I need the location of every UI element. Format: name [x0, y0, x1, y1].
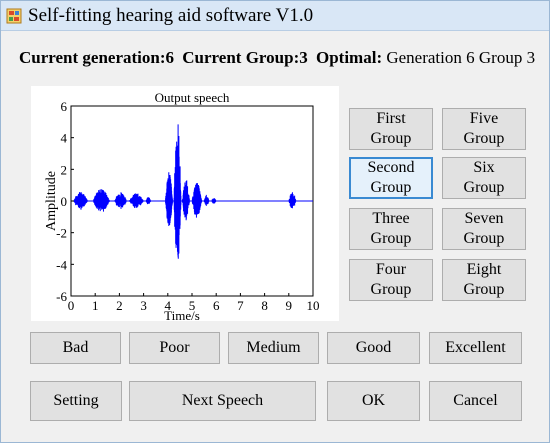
y-tick-label: 2: [61, 162, 68, 177]
rating-excellent-button[interactable]: Excellent: [429, 332, 522, 364]
cancel-button[interactable]: Cancel: [429, 381, 522, 421]
x-tick-label: 10: [307, 298, 320, 313]
y-tick-label: -4: [56, 257, 67, 272]
window-title: Self-fitting hearing aid software V1.0: [28, 5, 314, 26]
app-icon: [6, 8, 22, 24]
eight-group-button[interactable]: Eight Group: [442, 259, 526, 301]
x-axis-label: Time/s: [164, 308, 200, 321]
seven-group-line2: Group: [463, 230, 505, 247]
y-tick-label: -6: [56, 289, 67, 304]
five-group-button[interactable]: Five Group: [442, 108, 526, 150]
x-tick-label: 7: [237, 298, 244, 313]
five-group-line1: Five: [469, 110, 499, 127]
y-tick-label: 4: [61, 131, 68, 146]
rating-poor-button[interactable]: Poor: [129, 332, 220, 364]
waveform-burst: [191, 183, 202, 218]
waveform-burst: [145, 197, 152, 205]
y-tick-label: 0: [61, 194, 68, 209]
rating-medium-button[interactable]: Medium: [228, 332, 319, 364]
five-group-line2: Group: [463, 130, 505, 147]
x-tick-label: 0: [68, 298, 75, 313]
eight-group-line2: Group: [463, 281, 505, 298]
x-tick-label: 2: [116, 298, 123, 313]
six-group-line1: Six: [473, 159, 495, 176]
seven-group-line1: Seven: [464, 210, 504, 227]
waveform-burst: [211, 198, 217, 204]
waveform-burst: [92, 189, 111, 212]
second-group-button[interactable]: Second Group: [349, 157, 433, 199]
next-speech-button[interactable]: Next Speech: [129, 381, 316, 421]
waveform-burst: [128, 193, 144, 208]
three-group-line2: Group: [370, 230, 412, 247]
four-group-line2: Group: [370, 281, 412, 298]
current-generation-label: Current generation:: [19, 48, 166, 67]
four-group-line1: Four: [375, 261, 407, 278]
six-group-line2: Group: [463, 179, 505, 196]
second-group-line1: Second: [367, 159, 415, 176]
waveform-burst: [114, 192, 127, 209]
current-generation-value: 6: [165, 48, 175, 67]
first-group-line1: First: [376, 110, 406, 127]
y-axis-label: Amplitude: [44, 171, 59, 231]
optimal-label: Optimal:: [316, 48, 383, 67]
x-tick-label: 6: [213, 298, 220, 313]
chart-title: Output speech: [155, 90, 230, 105]
three-group-button[interactable]: Three Group: [349, 208, 433, 250]
x-tick-label: 5: [189, 298, 196, 313]
ok-button[interactable]: OK: [327, 381, 420, 421]
waveform-burst: [182, 180, 190, 221]
waveform-burst: [173, 124, 182, 259]
seven-group-button[interactable]: Seven Group: [442, 208, 526, 250]
current-group-value: 3: [299, 48, 308, 67]
rating-good-button[interactable]: Good: [327, 332, 420, 364]
optimal-value: Generation 6 Group 3: [386, 48, 536, 67]
x-tick-label: 3: [140, 298, 147, 313]
x-tick-label: 4: [165, 298, 172, 313]
six-group-button[interactable]: Six Group: [442, 157, 526, 199]
second-group-line2: Group: [370, 179, 412, 196]
x-tick-label: 1: [92, 298, 99, 313]
output-speech-chart: 0 1 2 3 4 5 6 7 8 9 10 -6 -4 -2 0 2 4 6 Output speech Time/…: [31, 86, 339, 321]
y-tick-label: -2: [56, 226, 67, 241]
x-tick-label: 8: [261, 298, 268, 313]
eight-group-line1: Eight: [466, 261, 502, 278]
rating-bad-button[interactable]: Bad: [30, 332, 121, 364]
waveform-burst: [165, 172, 173, 227]
status-line: Current generation:6 Current Group:3 Opt…: [19, 48, 535, 68]
current-group-label: Current Group:: [182, 48, 300, 67]
four-group-button[interactable]: Four Group: [349, 259, 433, 301]
title-bar[interactable]: Self-fitting hearing aid software V1.0: [1, 1, 549, 31]
waveform-burst: [288, 192, 297, 209]
setting-button[interactable]: Setting: [30, 381, 122, 421]
first-group-line2: Group: [370, 130, 412, 147]
waveform-burst: [203, 194, 210, 206]
first-group-button[interactable]: First Group: [349, 108, 433, 150]
y-tick-label: 6: [61, 99, 68, 114]
x-tick-label: 9: [286, 298, 293, 313]
three-group-line1: Three: [372, 210, 410, 227]
